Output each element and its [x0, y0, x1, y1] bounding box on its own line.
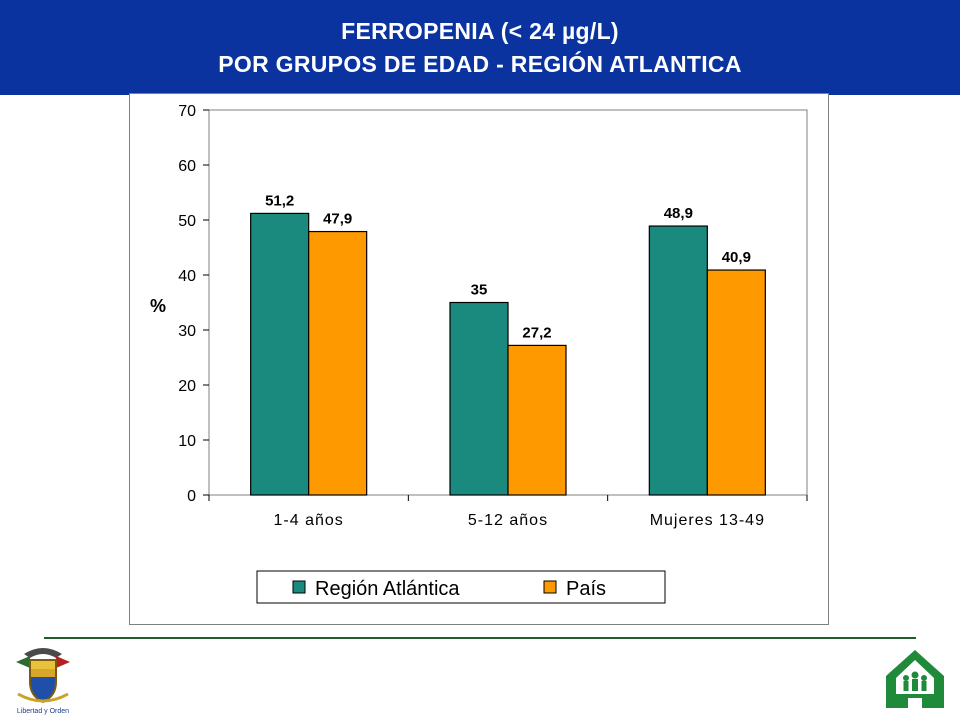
data-label: 48,9: [664, 205, 693, 222]
y-tick-label: 30: [178, 323, 196, 340]
x-tick-label: 1-4 años: [274, 512, 344, 529]
bar-region-atlantica-0: [250, 212, 310, 496]
page-subtitle: POR GRUPOS DE EDAD - REGIÓN ATLANTICA: [218, 51, 742, 77]
x-tick-label: Mujeres 13-49: [650, 512, 765, 529]
data-label: 27,2: [522, 324, 551, 341]
data-label: 47,9: [323, 211, 352, 228]
x-axis: 1-4 años 5-12 años Mujeres 13-49: [208, 495, 808, 529]
data-label: 40,9: [722, 249, 751, 266]
title-bar: FERROPENIA (< 24 µg/L) POR GRUPOS DE EDA…: [0, 0, 960, 95]
chart-frame: 0 10 20 30 40 50 60 70 51,2 47,9 35 27,2 48,9 40,9 1…: [129, 93, 829, 625]
y-tick-label: 70: [178, 103, 196, 120]
bars: 51,2 47,9 35 27,2 48,9 40,9: [250, 192, 766, 496]
y-axis: 0 10 20 30 40 50 60 70: [178, 103, 209, 505]
y-tick-label: 10: [178, 433, 196, 450]
legend-swatch-region-atlantica: [292, 580, 306, 594]
y-tick-label: 0: [187, 488, 196, 505]
bar-region-atlantica-1: [449, 301, 509, 496]
bar-pais-2: [706, 269, 766, 496]
y-tick-label: 20: [178, 378, 196, 395]
bar-region-atlantica-2: [648, 225, 708, 496]
x-tick-label: 5-12 años: [468, 512, 548, 529]
legend-box: [256, 570, 666, 604]
svg-text:Libertad y Orden: Libertad y Orden: [17, 708, 69, 715]
page-title: FERROPENIA (< 24 µg/L): [341, 18, 619, 44]
legend-swatch-pais: [543, 580, 557, 594]
y-tick-label: 40: [178, 268, 196, 285]
y-tick-label: 60: [178, 158, 196, 175]
bar-chart: 0 10 20 30 40 50 60 70 51,2 47,9 35 27,2 48,9 40,9 1…: [150, 103, 808, 604]
bar-pais-1: [507, 344, 567, 496]
bar-pais-0: [308, 230, 368, 496]
y-tick-label: 50: [178, 213, 196, 230]
legend-label-region-atlantica: Región Atlántica: [315, 578, 460, 600]
data-label: 51,2: [265, 192, 294, 209]
legend: Región Atlántica País: [256, 570, 666, 604]
y-axis-label: %: [150, 296, 166, 316]
legend-label-pais: País: [566, 578, 606, 600]
family-house-icon: [886, 650, 944, 708]
data-label: 35: [471, 282, 488, 299]
coat-of-arms-icon: Libertad y Orden: [16, 648, 70, 715]
footer-divider: [44, 637, 916, 639]
